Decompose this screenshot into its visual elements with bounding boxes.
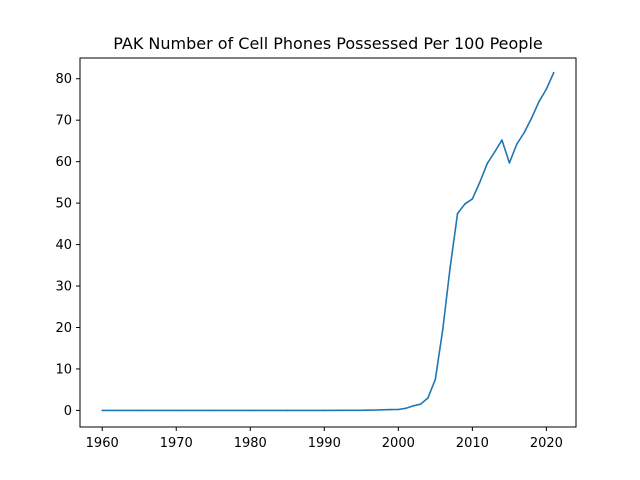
data-point bbox=[101, 409, 104, 412]
data-point bbox=[249, 409, 252, 412]
data-point bbox=[523, 131, 525, 134]
data-point bbox=[508, 162, 511, 164]
data-point bbox=[360, 409, 363, 412]
data-point bbox=[419, 403, 422, 406]
data-point bbox=[175, 409, 178, 412]
data-point bbox=[530, 117, 533, 119]
data-point bbox=[382, 408, 385, 411]
data-point bbox=[471, 198, 474, 200]
data-point bbox=[138, 409, 141, 412]
data-point bbox=[552, 71, 555, 74]
y-tick-label: 0 bbox=[64, 404, 72, 419]
data-point bbox=[212, 409, 215, 412]
axes-frame bbox=[79, 57, 577, 428]
x-tick-label: 2000 bbox=[382, 436, 415, 451]
data-point bbox=[323, 409, 326, 412]
data-point bbox=[427, 397, 429, 399]
x-tick-label: 1990 bbox=[308, 436, 341, 451]
y-tick-label: 80 bbox=[55, 72, 72, 87]
data-point bbox=[397, 408, 400, 411]
data-point bbox=[286, 409, 289, 412]
data-point bbox=[449, 266, 451, 269]
data-point bbox=[493, 151, 496, 153]
data-point bbox=[412, 405, 414, 407]
data-point bbox=[478, 181, 481, 184]
x-tick-label: 2010 bbox=[456, 436, 489, 451]
data-point bbox=[456, 212, 459, 215]
y-tick-label: 70 bbox=[55, 114, 72, 129]
x-tick-label: 2020 bbox=[530, 436, 563, 451]
y-tick-label: 30 bbox=[55, 280, 72, 295]
data-point bbox=[390, 408, 392, 411]
x-axis: 1960 1970 1980 1990 2000 2010 2020 bbox=[86, 427, 563, 451]
data-point bbox=[486, 162, 488, 165]
data-point bbox=[515, 143, 518, 146]
data-point bbox=[538, 100, 540, 103]
y-tick-label: 60 bbox=[55, 155, 72, 170]
y-tick-label: 10 bbox=[55, 362, 72, 377]
data-point bbox=[441, 328, 444, 331]
data-point bbox=[501, 139, 503, 141]
y-tick-label: 20 bbox=[55, 321, 72, 336]
y-axis: 0 10 20 30 40 50 60 70 80 bbox=[55, 72, 80, 419]
chart-title: PAK Number of Cell Phones Possessed Per … bbox=[113, 34, 543, 53]
y-tick-label: 50 bbox=[55, 197, 72, 212]
plot-area bbox=[101, 71, 555, 412]
data-point bbox=[464, 203, 466, 205]
data-point bbox=[434, 378, 437, 381]
y-tick-label: 40 bbox=[55, 238, 72, 253]
data-point bbox=[404, 407, 407, 410]
data-point bbox=[375, 409, 377, 411]
data-point bbox=[545, 88, 548, 90]
data-point bbox=[367, 409, 370, 412]
x-tick-label: 1960 bbox=[86, 436, 119, 451]
data-point bbox=[345, 409, 348, 412]
x-tick-label: 1970 bbox=[160, 436, 193, 451]
x-tick-label: 1980 bbox=[234, 436, 267, 451]
